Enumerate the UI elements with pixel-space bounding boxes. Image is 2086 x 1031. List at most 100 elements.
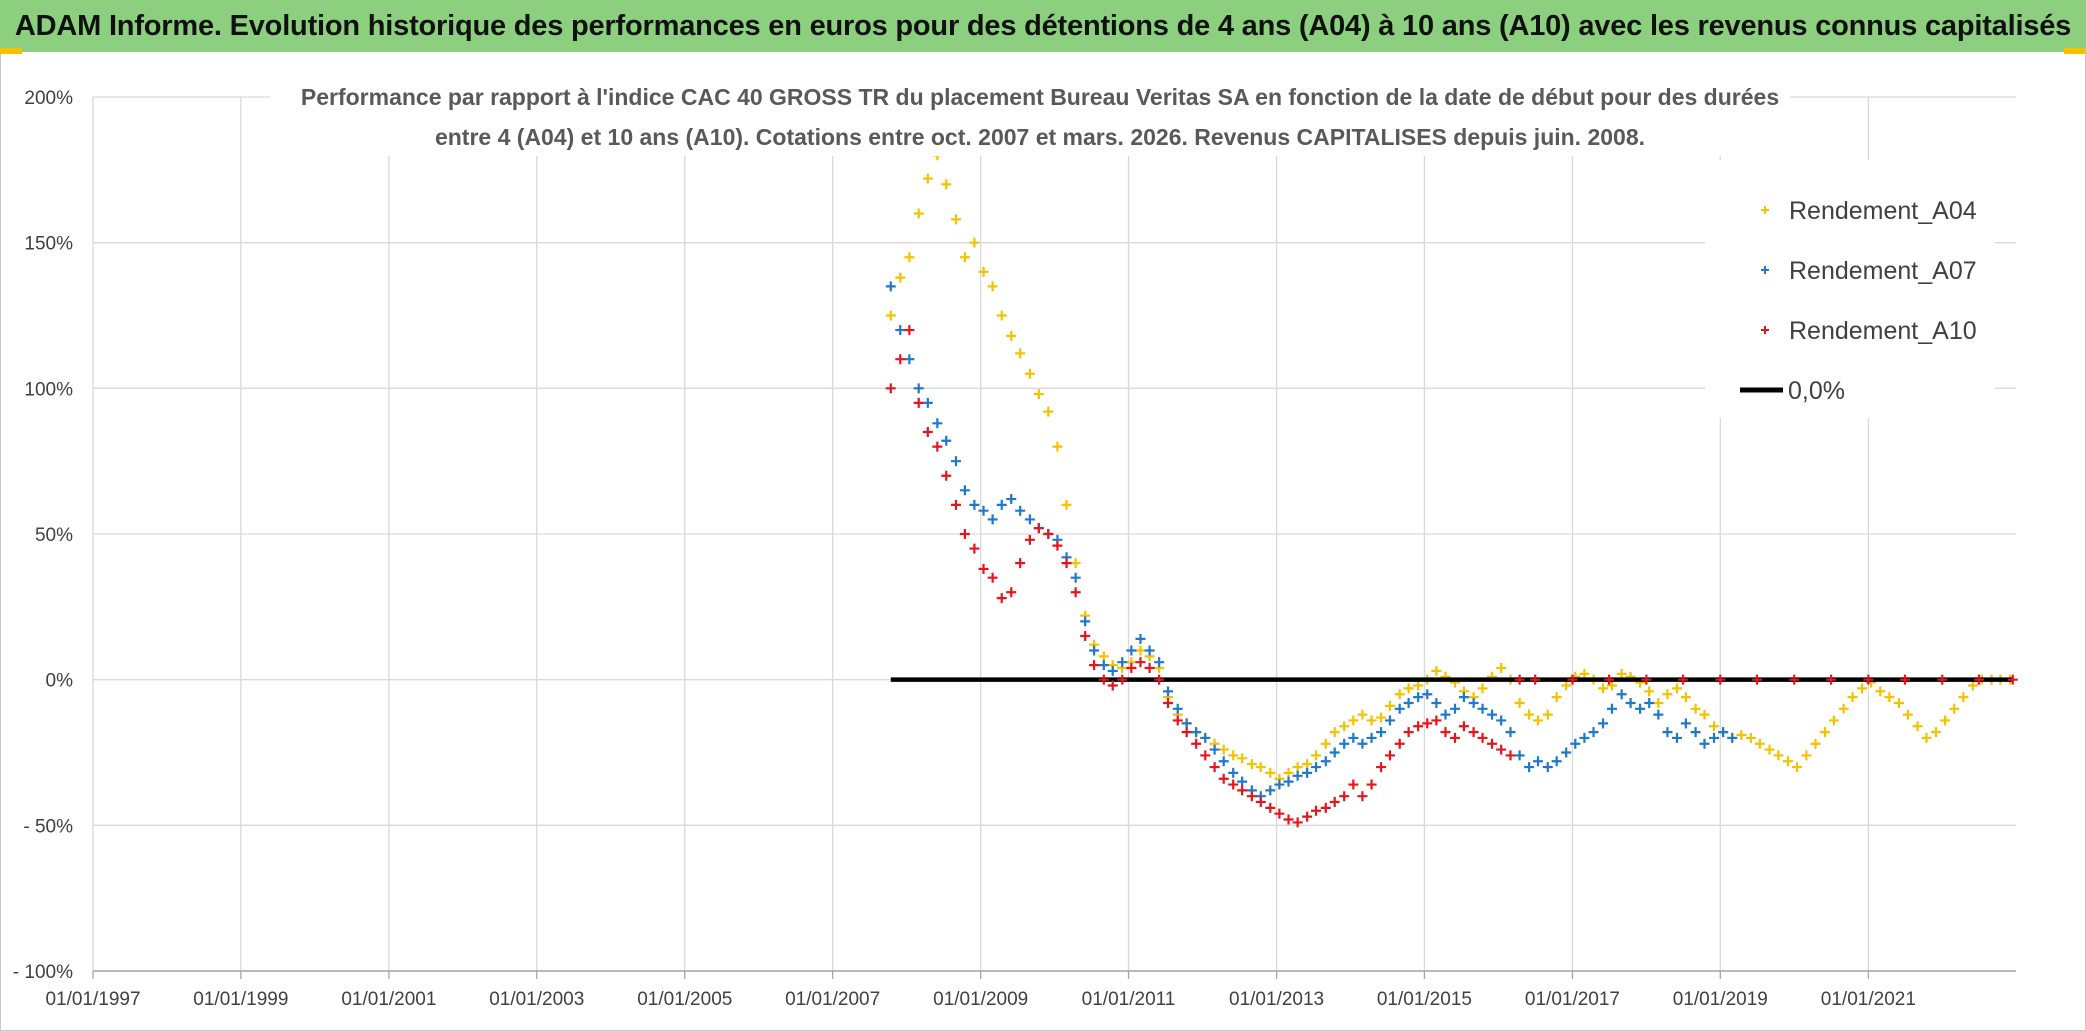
data-point [1080,630,1091,641]
data-point [1024,514,1035,525]
data-point [1958,692,1969,703]
data-point [950,499,961,510]
data-point [1792,762,1803,773]
legend-label: Rendement_A10 [1789,317,1977,345]
data-point [1662,727,1673,738]
data-point [1080,616,1091,627]
data-point [987,281,998,292]
legend-background [1705,160,1995,418]
data-point [1246,791,1257,802]
chart-title-background [270,74,1790,156]
data-point [1339,738,1350,749]
data-point [996,310,1007,321]
data-point [1863,674,1874,685]
data-point [1736,730,1747,741]
data-point [1394,738,1405,749]
y-tick-label: - 100% [13,962,73,983]
accent-corner-right [2064,48,2086,54]
data-point [1496,715,1507,726]
data-point [1413,680,1424,691]
data-point [1015,558,1026,569]
data-point [950,456,961,467]
data-point [1773,750,1784,761]
data-point [1838,703,1849,714]
data-point [1653,709,1664,720]
data-point [904,354,915,365]
data-point [996,499,1007,510]
data-point [1200,732,1211,743]
x-tick-label: 01/01/2021 [1821,989,1916,1010]
data-point [941,470,952,481]
data-point [1366,779,1377,790]
data-point [1181,727,1192,738]
y-tick-label: 50% [35,525,73,546]
data-point [1514,750,1525,761]
series-rendement-a04 [885,150,2015,784]
data-point [1542,762,1553,773]
data-point [1376,712,1387,723]
data-point [1678,674,1689,685]
data-point [1413,692,1424,703]
data-point [1450,732,1460,743]
data-point [895,325,906,336]
data-point [1820,727,1831,738]
data-point [1606,703,1617,714]
chart-title-line-1: Performance par rapport à l'indice CAC 4… [301,84,1779,110]
data-point [987,572,998,583]
data-point [1265,785,1276,796]
data-point [1570,738,1581,749]
data-point [1690,727,1701,738]
x-tick-label: 01/01/2015 [1377,989,1472,1010]
data-point [1357,738,1368,749]
data-point [1709,721,1720,732]
data-point [1237,753,1248,764]
data-point [1274,808,1285,819]
data-point [1912,721,1923,732]
data-point [1265,767,1276,778]
data-point [1283,814,1294,825]
data-point [1579,668,1590,679]
data-point [1653,697,1664,708]
data-point [1033,389,1044,400]
data-point [1403,697,1414,708]
data-point [1718,727,1729,738]
data-point [1218,773,1229,784]
data-point [1496,744,1507,755]
legend: Rendement_A04 Rendement_A07 Rendement_A10 0… [1705,160,1995,418]
data-point [969,237,980,248]
data-point [1209,762,1220,773]
data-point [1875,686,1886,697]
data-point [1218,756,1229,767]
legend-label: Rendement_A04 [1789,197,1977,225]
data-point [885,281,896,292]
data-point [1690,703,1701,714]
data-point [885,310,896,321]
data-point [987,514,998,525]
data-point [1579,732,1590,743]
data-point [1468,697,1479,708]
data-point [1641,674,1652,685]
data-point [1403,727,1414,738]
data-point [1505,750,1516,761]
data-point [1302,759,1313,770]
x-tick-label: 01/01/2005 [637,989,732,1010]
data-point [1680,692,1691,703]
data-point [1644,697,1655,708]
data-point [1154,657,1165,668]
data-point [969,543,980,554]
data-point [1789,674,1800,685]
data-point [913,397,924,408]
data-point [978,505,989,516]
data-point [959,252,970,263]
data-point [932,418,943,429]
data-point [1487,738,1498,749]
data-point [1635,703,1646,714]
data-point [1644,686,1655,697]
data-point [1107,680,1118,691]
legend-swatch-plus [1761,326,1769,334]
y-tick-label: - 50% [23,816,73,837]
data-point [1098,651,1109,662]
data-point [2007,674,2018,685]
data-point [1163,686,1174,697]
